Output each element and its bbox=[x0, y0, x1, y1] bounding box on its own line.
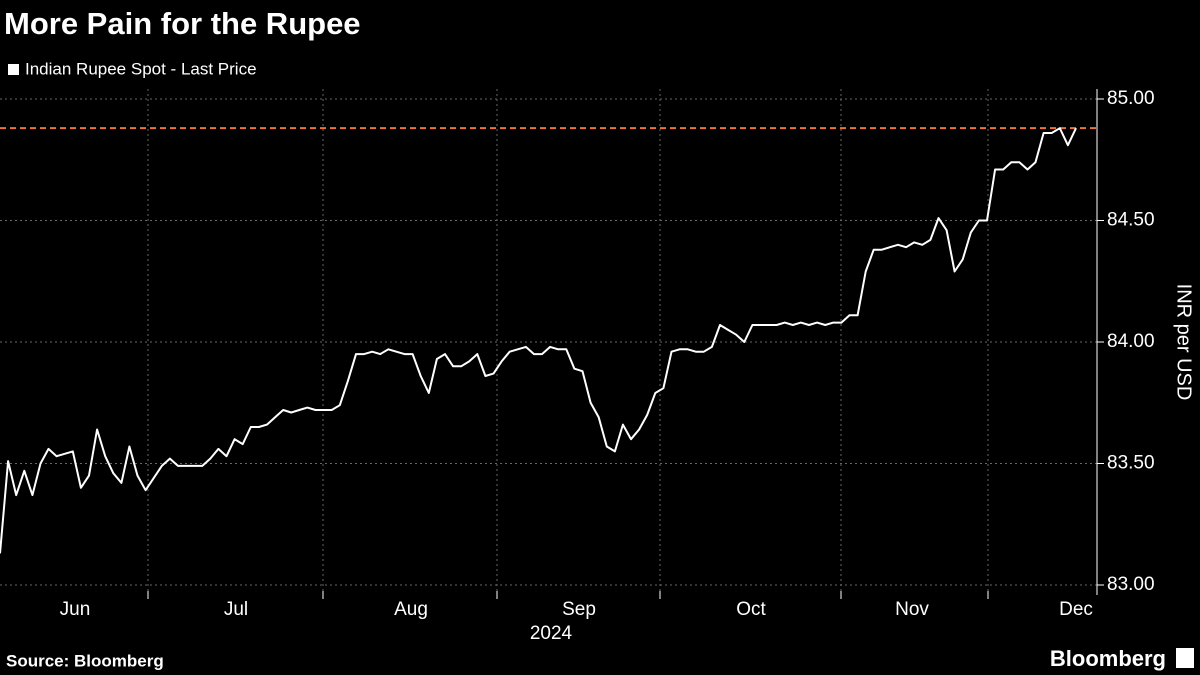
chart-title: More Pain for the Rupee bbox=[4, 6, 361, 41]
y-tick-label: 85.00 bbox=[1107, 88, 1155, 109]
y-tick-label: 83.00 bbox=[1107, 574, 1155, 595]
x-tick-label: Dec bbox=[1059, 599, 1093, 620]
x-tick-label: Jul bbox=[224, 599, 248, 620]
brand: Bloomberg bbox=[1050, 646, 1166, 671]
y-axis-label: INR per USD bbox=[1173, 284, 1195, 401]
y-tick-label: 83.50 bbox=[1107, 453, 1155, 474]
brand-icon bbox=[1176, 648, 1194, 668]
x-tick-label: Jun bbox=[60, 599, 91, 620]
x-tick-label: Sep bbox=[562, 599, 596, 620]
line bbox=[0, 127, 1077, 554]
x-axis-label: 2024 bbox=[530, 623, 573, 644]
x-tick-label: Nov bbox=[895, 599, 929, 620]
legend-swatch bbox=[8, 64, 19, 75]
x-tick-label: Aug bbox=[394, 599, 428, 620]
y-tick-label: 84.50 bbox=[1107, 210, 1155, 231]
legend-label: Indian Rupee Spot - Last Price bbox=[25, 59, 257, 78]
y-tick-label: 84.00 bbox=[1107, 331, 1155, 352]
x-tick-label: Oct bbox=[736, 599, 766, 620]
source: Source: Bloomberg bbox=[6, 651, 164, 670]
